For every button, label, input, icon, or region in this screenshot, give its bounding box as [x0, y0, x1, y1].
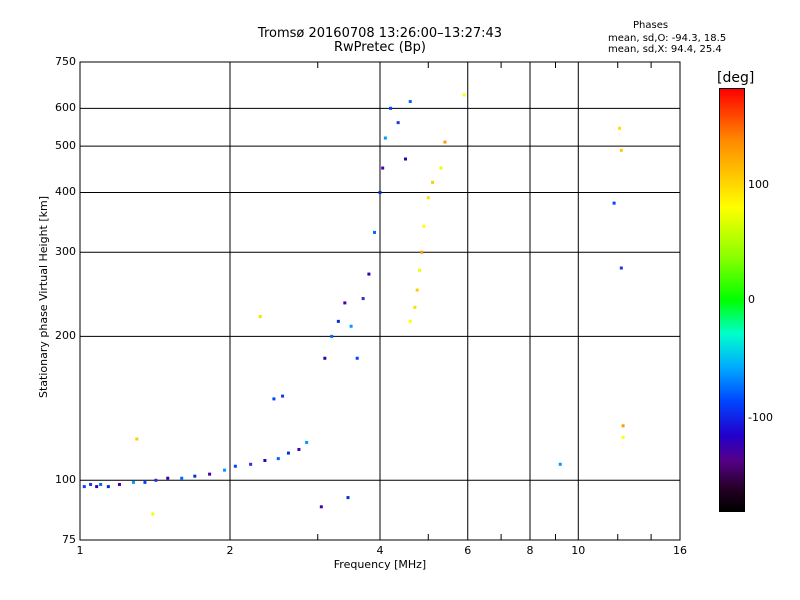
echo-point-o [263, 458, 267, 462]
echo-point-o [403, 157, 407, 161]
echo-point-x [621, 424, 625, 428]
echo-point-o [166, 476, 170, 480]
y-tick-label: 100 [55, 473, 76, 487]
echo-point-x [462, 93, 466, 97]
echo-point-o [383, 136, 387, 140]
colorbar-tick-neg100: -100 [748, 411, 773, 424]
echo-point-x [443, 140, 447, 144]
echo-point-o [346, 496, 350, 500]
echo-point-x [439, 166, 443, 170]
y-tick-label: 200 [55, 329, 76, 343]
echo-point-x [151, 512, 155, 516]
echo-point-o [272, 397, 276, 401]
echo-point-o [193, 474, 197, 478]
echo-point-o [89, 482, 93, 486]
echo-point-o [612, 201, 616, 205]
echo-point-x [135, 437, 139, 441]
y-tick-label: 600 [55, 101, 76, 115]
echo-point-x [417, 268, 421, 272]
phase-legend-o: mean, sd,O: -94.3, 18.5 [608, 33, 727, 44]
y-tick-label: 750 [55, 55, 76, 68]
echo-point-o [106, 485, 110, 489]
echo-point-o [343, 301, 347, 305]
echo-point-o [131, 480, 135, 484]
echo-point-o [233, 464, 237, 468]
colorbar-tick-100: 100 [748, 178, 769, 191]
echo-point-o [281, 394, 285, 398]
echo-point-o [305, 440, 309, 444]
y-axis-label: Stationary phase Virtual Height [km] [37, 195, 50, 398]
echo-point-o [330, 334, 334, 338]
colorbar-label: [deg] [717, 70, 755, 86]
echo-point-x [408, 319, 412, 323]
echo-point-o [319, 505, 323, 509]
echo-point-o [373, 230, 377, 234]
y-tick-label: 300 [55, 245, 76, 259]
echo-point-o [99, 482, 103, 486]
echo-point-x [426, 196, 430, 200]
echo-point-o [336, 319, 340, 323]
echo-point-x [621, 435, 625, 439]
echo-point-o [117, 482, 121, 486]
echo-point-o [381, 166, 385, 170]
x-tick-label: 2 [226, 544, 234, 557]
echo-point-o [286, 451, 290, 455]
echo-point-o [223, 468, 227, 472]
echo-point-o [349, 324, 353, 328]
echo-point-x [619, 148, 623, 152]
x-tick-label: 16 [673, 544, 687, 557]
echo-point-x [258, 315, 262, 319]
x-tick-label: 6 [464, 544, 472, 557]
colorbar-tick-0: 0 [748, 293, 755, 306]
echo-point-o [297, 447, 301, 451]
echo-point-o [82, 485, 86, 489]
plot-grid [80, 62, 680, 540]
echo-point-o [95, 485, 99, 489]
echo-point-o [396, 121, 400, 125]
echo-point-o [180, 476, 184, 480]
plot-points [82, 93, 625, 516]
echo-point-x [431, 180, 435, 184]
y-tick-label: 75 [62, 533, 76, 546]
echo-point-x [415, 288, 419, 292]
echo-point-o [276, 457, 280, 461]
phase-legend-title: Phases [633, 20, 669, 31]
echo-point-o [389, 106, 393, 110]
x-tick-label: 8 [526, 544, 534, 557]
echo-point-o [367, 272, 371, 276]
echo-point-x [422, 224, 426, 228]
y-tick-label: 400 [55, 185, 76, 199]
echo-point-o [378, 190, 382, 194]
echo-point-x [618, 126, 622, 130]
echo-point-o [143, 480, 147, 484]
echo-point-o [361, 297, 365, 301]
echo-point-o [208, 472, 212, 476]
echo-point-o [323, 356, 327, 360]
plot-frame [79, 61, 681, 541]
y-tick-label: 500 [55, 139, 76, 153]
echo-point-x [420, 250, 424, 254]
axis-ticks [317, 62, 652, 540]
echo-point-o [154, 478, 158, 482]
x-axis-label: Frequency [MHz] [333, 558, 427, 571]
phase-legend-x: mean, sd,X: 94.4, 25.4 [608, 44, 722, 55]
chart-title: Tromsø 20160708 13:26:00–13:27:43 [257, 26, 503, 41]
echo-point-o [558, 462, 562, 466]
x-tick-label: 1 [76, 544, 84, 557]
echo-point-o [408, 100, 412, 104]
phase-colorbar [719, 88, 745, 512]
chart-subtitle: RwPretec (Bp) [333, 40, 427, 55]
x-tick-label: 4 [376, 544, 384, 557]
echo-point-o [249, 462, 253, 466]
x-tick-label: 10 [571, 544, 586, 557]
echo-point-o [355, 356, 359, 360]
echo-point-x [413, 305, 417, 309]
echo-point-o [619, 266, 623, 270]
